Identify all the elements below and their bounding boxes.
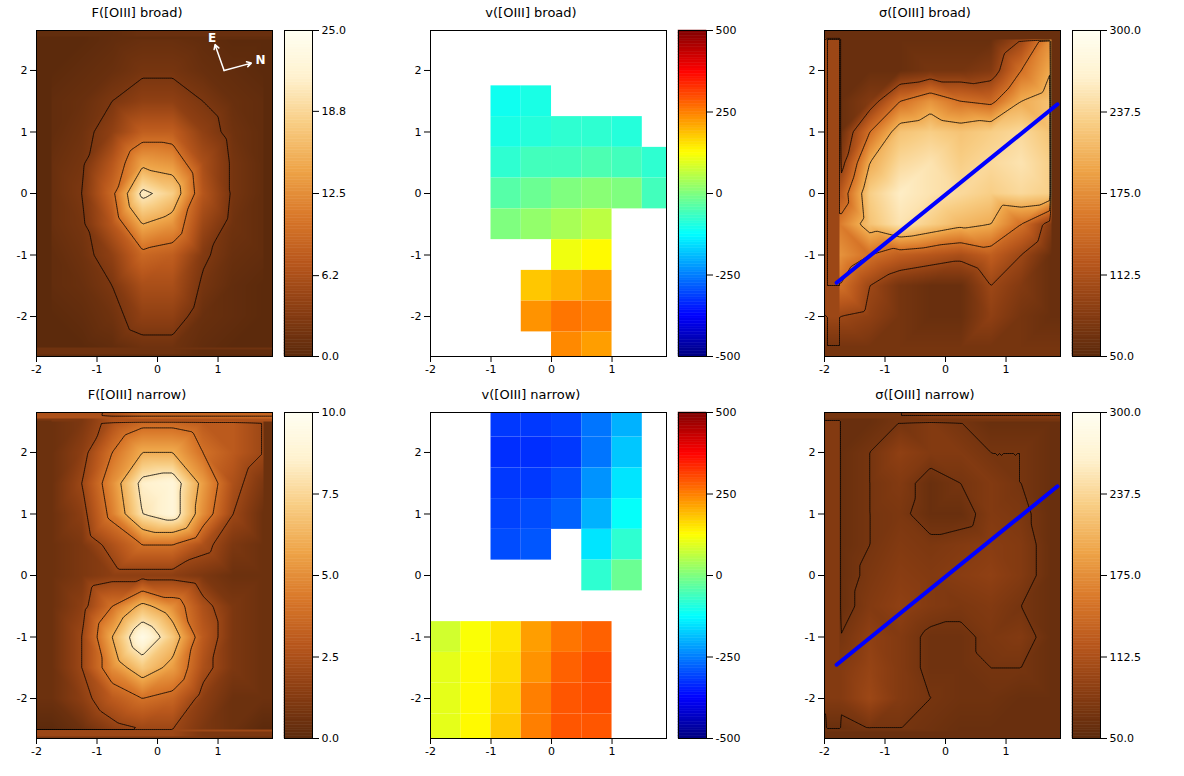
svg-text:-2: -2 xyxy=(17,310,28,323)
svg-text:-1: -1 xyxy=(17,631,28,644)
svg-text:250: 250 xyxy=(716,488,737,501)
svg-text:2: 2 xyxy=(415,64,422,77)
svg-text:-250: -250 xyxy=(716,651,741,664)
svg-text:7.5: 7.5 xyxy=(322,488,340,501)
html-text:F([OIII] narrow): F([OIII] narrow) xyxy=(87,387,187,402)
svg-text:237.5: 237.5 xyxy=(1110,106,1142,119)
svg-text:N: N xyxy=(255,53,265,67)
svg-text:1: 1 xyxy=(21,126,28,139)
svg-text:2: 2 xyxy=(21,64,28,77)
svg-text:175.0: 175.0 xyxy=(1110,187,1142,200)
svg-text:-1: -1 xyxy=(411,249,422,262)
svg-text:0: 0 xyxy=(154,745,161,758)
svg-text:0: 0 xyxy=(809,569,816,582)
svg-text:-1: -1 xyxy=(805,631,816,644)
svg-text:1: 1 xyxy=(415,508,422,521)
svg-text:-2: -2 xyxy=(425,745,436,758)
svg-text:E: E xyxy=(208,31,216,45)
svg-text:-1: -1 xyxy=(880,745,891,758)
html-text:v([OIII] narrow): v([OIII] narrow) xyxy=(481,387,581,402)
svg-text:300.0: 300.0 xyxy=(1110,24,1142,37)
svg-text:2.5: 2.5 xyxy=(322,651,340,664)
svg-text:-1: -1 xyxy=(92,745,103,758)
svg-text:-2: -2 xyxy=(31,745,42,758)
svg-text:5.0: 5.0 xyxy=(322,569,340,582)
svg-text:300.0: 300.0 xyxy=(1110,406,1142,419)
svg-text:1: 1 xyxy=(21,508,28,521)
svg-text:-2: -2 xyxy=(805,692,816,705)
svg-text:2: 2 xyxy=(809,64,816,77)
svg-text:50.0: 50.0 xyxy=(1110,350,1135,363)
svg-text:1: 1 xyxy=(215,363,222,376)
svg-text:10.0: 10.0 xyxy=(322,406,347,419)
svg-text:250: 250 xyxy=(716,106,737,119)
svg-text:-1: -1 xyxy=(92,363,103,376)
svg-text:0: 0 xyxy=(716,187,723,200)
svg-text:2: 2 xyxy=(415,446,422,459)
svg-text:-2: -2 xyxy=(819,745,830,758)
svg-text:-2: -2 xyxy=(425,363,436,376)
svg-text:-2: -2 xyxy=(31,363,42,376)
svg-text:-2: -2 xyxy=(411,692,422,705)
svg-text:0.0: 0.0 xyxy=(322,732,340,745)
svg-text:2: 2 xyxy=(21,446,28,459)
svg-text:0: 0 xyxy=(942,745,949,758)
svg-text:0: 0 xyxy=(415,569,422,582)
svg-text:0: 0 xyxy=(21,569,28,582)
html-text:F([OIII] broad): F([OIII] broad) xyxy=(91,5,183,20)
svg-text:-500: -500 xyxy=(716,350,741,363)
svg-text:12.5: 12.5 xyxy=(322,187,347,200)
svg-text:-2: -2 xyxy=(411,310,422,323)
svg-text:-2: -2 xyxy=(819,363,830,376)
svg-text:500: 500 xyxy=(716,406,737,419)
svg-text:0: 0 xyxy=(716,569,723,582)
svg-text:1: 1 xyxy=(415,126,422,139)
svg-text:175.0: 175.0 xyxy=(1110,569,1142,582)
svg-text:1: 1 xyxy=(215,745,222,758)
html-text:σ([OIII] narrow): σ([OIII] narrow) xyxy=(875,387,975,402)
svg-text:50.0: 50.0 xyxy=(1110,732,1135,745)
svg-text:0.0: 0.0 xyxy=(322,350,340,363)
svg-text:237.5: 237.5 xyxy=(1110,488,1142,501)
svg-text:-500: -500 xyxy=(716,732,741,745)
svg-text:0: 0 xyxy=(548,363,555,376)
svg-text:0: 0 xyxy=(415,187,422,200)
svg-text:500: 500 xyxy=(716,24,737,37)
svg-text:1: 1 xyxy=(1003,745,1010,758)
svg-text:-1: -1 xyxy=(486,363,497,376)
svg-text:112.5: 112.5 xyxy=(1110,269,1142,282)
svg-text:0: 0 xyxy=(21,187,28,200)
svg-text:0: 0 xyxy=(154,363,161,376)
svg-text:6.2: 6.2 xyxy=(322,269,340,282)
html-text:v([OIII] broad): v([OIII] broad) xyxy=(485,5,577,20)
svg-text:0: 0 xyxy=(809,187,816,200)
svg-text:18.8: 18.8 xyxy=(322,105,347,118)
svg-text:-1: -1 xyxy=(805,249,816,262)
svg-text:1: 1 xyxy=(1003,363,1010,376)
svg-text:1: 1 xyxy=(809,508,816,521)
svg-text:1: 1 xyxy=(609,363,616,376)
svg-text:-250: -250 xyxy=(716,269,741,282)
svg-text:112.5: 112.5 xyxy=(1110,651,1142,664)
svg-text:0: 0 xyxy=(942,363,949,376)
html-text:σ([OIII] broad): σ([OIII] broad) xyxy=(879,5,971,20)
svg-text:0: 0 xyxy=(548,745,555,758)
svg-text:1: 1 xyxy=(609,745,616,758)
svg-text:-1: -1 xyxy=(486,745,497,758)
svg-text:-1: -1 xyxy=(880,363,891,376)
svg-text:1: 1 xyxy=(809,126,816,139)
svg-text:-1: -1 xyxy=(17,249,28,262)
svg-text:-2: -2 xyxy=(17,692,28,705)
svg-text:2: 2 xyxy=(809,446,816,459)
svg-text:25.0: 25.0 xyxy=(322,24,347,37)
svg-text:-2: -2 xyxy=(805,310,816,323)
svg-text:-1: -1 xyxy=(411,631,422,644)
